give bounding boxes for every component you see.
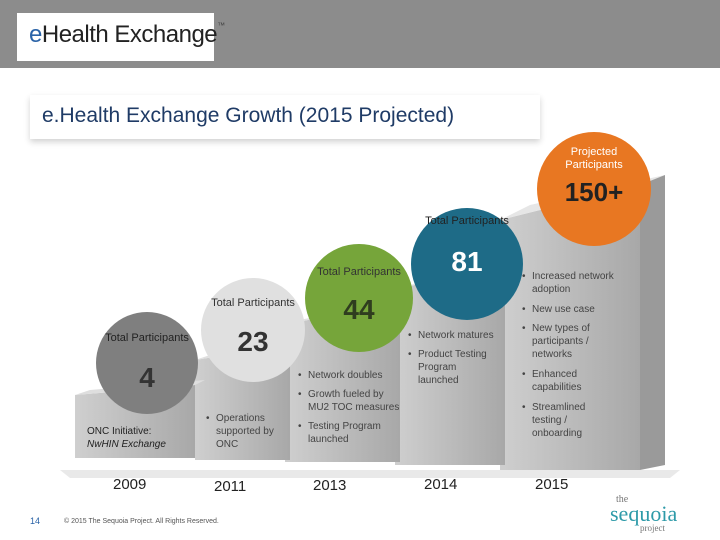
bullet-2014-1: Product Testing Program launched xyxy=(408,348,498,387)
copyright: © 2015 The Sequoia Project. All Rights R… xyxy=(64,518,219,525)
circle-2014-label: Total Participants xyxy=(425,215,509,227)
sequoia-logo: the sequoia project xyxy=(606,494,706,534)
page-title: e.Health Exchange Growth (2015 Projected… xyxy=(42,104,455,127)
circle-2009-label: Total Participants xyxy=(105,332,189,344)
circle-2013-label: Total Participants xyxy=(317,266,401,278)
bullet-2015-4: Streamlined testing / onboarding xyxy=(522,401,602,440)
sequoia-the: the xyxy=(616,494,629,505)
bullet-2013-0: Network doubles xyxy=(298,369,403,382)
title-band xyxy=(30,95,540,139)
circle-2013 xyxy=(305,244,413,352)
bullet-2015-0: Increased network adoption xyxy=(522,270,617,296)
circle-2009-value: 4 xyxy=(139,362,155,393)
note-line-2: NwHIN Exchange xyxy=(87,439,166,450)
year-2015: 2015 xyxy=(535,476,569,493)
logo-tm: ™ xyxy=(217,21,225,30)
logo-name: Health Exchange xyxy=(41,21,218,48)
circle-2009 xyxy=(96,312,198,414)
ehealth-exchange-logo: eHealth Exchange™ xyxy=(29,21,225,49)
year-2013: 2013 xyxy=(313,477,347,494)
sequoia-name: sequoia xyxy=(610,501,678,526)
year-2011: 2011 xyxy=(214,478,247,495)
circle-2011 xyxy=(201,278,305,382)
circle-2011-value: 23 xyxy=(237,326,269,357)
bullet-2013-1: Growth fueled by MU2 TOC measures xyxy=(298,388,403,414)
bullet-2013-2: Testing Program launched xyxy=(298,420,398,446)
step-2015-side xyxy=(640,175,665,470)
sequoia-suffix: project xyxy=(640,523,665,533)
page-number: 14 xyxy=(30,516,41,526)
bullet-2011-0: Operations supported by ONC xyxy=(206,412,286,451)
year-2009: 2009 xyxy=(113,476,147,493)
note-line-1: ONC Initiative: xyxy=(87,426,152,437)
circle-2015-value: 150+ xyxy=(564,177,624,207)
bullet-2015-1: New use case xyxy=(522,303,617,316)
bullet-2014-0: Network matures xyxy=(408,329,508,342)
circle-2013-value: 44 xyxy=(343,294,375,325)
stage-2009-note: ONC Initiative: NwHIN Exchange xyxy=(87,425,166,451)
bullet-2015-3: Enhanced capabilities xyxy=(522,368,602,394)
circle-2015 xyxy=(537,132,651,246)
circle-2015-label: Projected Participants xyxy=(565,146,623,171)
circle-2014 xyxy=(411,208,523,320)
logo-box xyxy=(17,13,214,61)
logo-prefix: e xyxy=(29,21,42,48)
circle-2014-value: 81 xyxy=(451,246,483,277)
year-2014: 2014 xyxy=(424,476,458,493)
floor-shadow xyxy=(60,470,680,478)
circle-2011-label: Total Participants xyxy=(211,297,295,309)
bullet-2015-2: New types of participants / networks xyxy=(522,322,607,361)
